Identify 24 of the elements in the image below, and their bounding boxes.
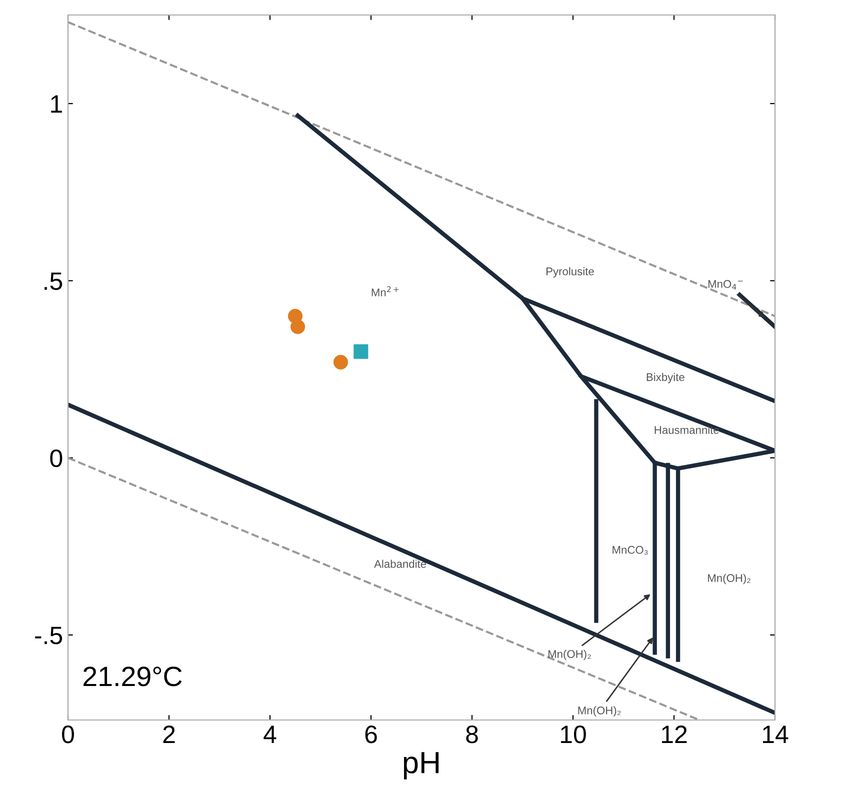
x-tick-label: 4 [264, 726, 276, 743]
annotation: Bixbyite [646, 372, 684, 384]
x-tick-label: 0 [62, 726, 74, 744]
annotation: Pyrolusite [546, 267, 594, 278]
annotation: Mn$^{2+}$ [372, 286, 399, 296]
y-tick-label: -.5 [35, 626, 62, 644]
x-tick-label: 14 [763, 726, 788, 743]
annotation: Hausmannite [654, 426, 719, 434]
y-tick-label: .5 [44, 272, 62, 290]
x-axis-title: pH [404, 752, 439, 780]
annotation: 21.29°C [84, 666, 182, 686]
annotation: Mn(OH)₂ [708, 574, 750, 584]
x-tick-label: 6 [365, 726, 377, 744]
annotation: MnCO₃ [612, 546, 648, 555]
annotation: MnO$_{4}$$^{−}$ [708, 280, 743, 290]
x-tick-label: 12 [662, 726, 687, 743]
annotation: Mn(OH)₂ [548, 650, 591, 660]
annotation: Alabandite [374, 560, 426, 568]
x-tick-label: 2 [163, 726, 175, 743]
y-tick-label: 0 [50, 449, 62, 468]
x-tick-label: 8 [466, 726, 478, 744]
x-tick-label: 10 [561, 726, 586, 744]
y-tick-label: 1 [51, 95, 62, 113]
annotation: Mn(OH)₂ [578, 706, 621, 717]
